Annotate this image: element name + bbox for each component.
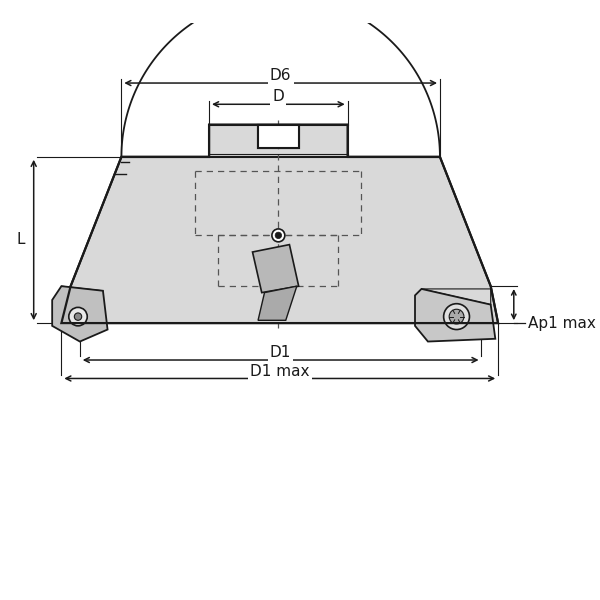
Circle shape — [272, 229, 285, 242]
Text: D1 max: D1 max — [250, 364, 310, 379]
Polygon shape — [253, 245, 299, 293]
Circle shape — [275, 232, 281, 239]
Polygon shape — [61, 286, 103, 305]
Polygon shape — [421, 289, 491, 305]
Polygon shape — [415, 289, 496, 341]
Text: Ap1 max: Ap1 max — [527, 316, 596, 331]
Polygon shape — [52, 286, 107, 341]
Polygon shape — [258, 125, 299, 148]
Circle shape — [443, 304, 469, 329]
Circle shape — [74, 313, 82, 320]
Text: D1: D1 — [270, 345, 292, 360]
Polygon shape — [258, 286, 297, 320]
Circle shape — [69, 307, 87, 326]
Polygon shape — [121, 125, 440, 157]
Polygon shape — [61, 157, 498, 323]
Text: L: L — [17, 232, 25, 247]
Polygon shape — [258, 125, 299, 148]
Text: D: D — [272, 89, 284, 104]
Text: D6: D6 — [270, 68, 292, 83]
Circle shape — [449, 309, 464, 324]
